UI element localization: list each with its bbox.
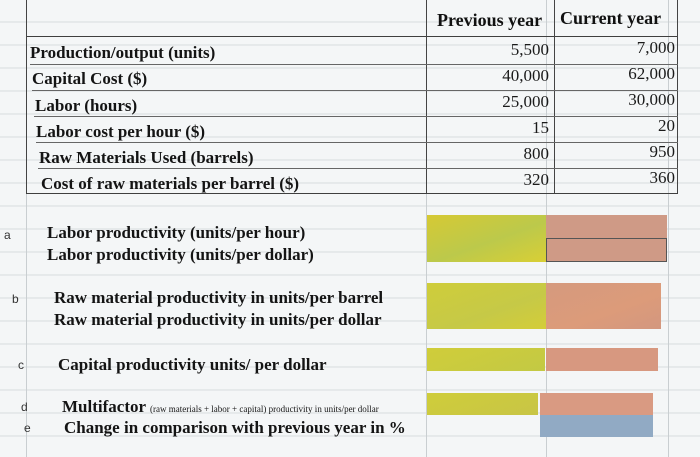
- value-previous-labor-hours[interactable]: 25,000: [502, 92, 549, 111]
- label-labor-productivity-hour: Labor productivity (units/per hour): [47, 223, 306, 242]
- value-previous-raw-cost[interactable]: 320: [523, 170, 550, 189]
- label-production-output: Production/output (units): [30, 43, 216, 62]
- value-current-capital[interactable]: 62,000: [628, 64, 675, 83]
- answer-cell-e-current[interactable]: [540, 415, 653, 437]
- label-labor-hours: Labor (hours): [35, 96, 138, 115]
- row-letter-b: b: [12, 292, 19, 306]
- value-current-production[interactable]: 7,000: [636, 38, 675, 57]
- table-border: [554, 0, 555, 193]
- label-labor-productivity-dollar: Labor productivity (units/per dollar): [47, 245, 314, 264]
- answer-cell-b-previous[interactable]: [427, 283, 546, 329]
- label-capital-cost: Capital Cost ($): [32, 69, 148, 88]
- value-previous-raw-materials[interactable]: 800: [523, 144, 550, 163]
- value-current-labor-hours[interactable]: 30,000: [628, 90, 675, 109]
- table-border: [26, 0, 27, 193]
- answer-cell-d-previous[interactable]: [427, 393, 538, 415]
- answer-cell-a1-current[interactable]: [546, 215, 667, 238]
- value-current-labor-cost[interactable]: 20: [658, 116, 675, 135]
- row-line: [34, 116, 678, 117]
- row-letter-e: e: [24, 421, 31, 435]
- answer-cell-a-previous[interactable]: [427, 215, 546, 262]
- answer-cell-c-previous[interactable]: [427, 348, 545, 371]
- answer-cell-b-current[interactable]: [546, 283, 661, 329]
- table-border: [426, 0, 427, 193]
- answer-cell-a2-current[interactable]: [546, 238, 667, 262]
- value-previous-labor-cost[interactable]: 15: [532, 118, 549, 137]
- row-letter-d: d: [21, 400, 28, 414]
- label-raw-material-cost: Cost of raw materials per barrel ($): [41, 174, 300, 193]
- label-multifactor-note: (raw materials + labor + capital) produc…: [149, 404, 379, 414]
- label-raw-materials-used: Raw Materials Used (barrels): [39, 148, 254, 167]
- label-raw-material-productivity-dollar: Raw material productivity in units/per d…: [54, 310, 382, 329]
- header-previous-year: Previous year: [437, 10, 543, 30]
- value-current-raw-materials[interactable]: 950: [649, 142, 676, 161]
- row-line: [32, 90, 678, 91]
- answer-cell-d-current[interactable]: [540, 393, 653, 415]
- value-previous-capital[interactable]: 40,000: [502, 66, 549, 85]
- grid-line: [26, 0, 27, 457]
- table-border: [677, 0, 678, 193]
- value-current-raw-cost[interactable]: 360: [649, 168, 676, 187]
- table-border: [26, 36, 678, 37]
- row-letter-c: c: [18, 358, 24, 372]
- answer-cell-c-current[interactable]: [546, 348, 658, 371]
- row-letter-a: a: [4, 228, 11, 242]
- row-line: [30, 64, 678, 65]
- row-line: [38, 168, 678, 169]
- row-line: [36, 142, 678, 143]
- header-current-year: Current year: [560, 8, 662, 28]
- label-raw-material-productivity-barrel: Raw material productivity in units/per b…: [54, 288, 384, 307]
- label-labor-cost-per-hour: Labor cost per hour ($): [36, 122, 206, 141]
- label-capital-productivity: Capital productivity units/ per dollar: [58, 355, 327, 374]
- table-border: [26, 193, 678, 194]
- value-previous-production[interactable]: 5,500: [510, 40, 549, 59]
- grid-line: [426, 0, 427, 457]
- grid-line: [668, 0, 669, 457]
- label-multifactor-title: Multifactor: [62, 397, 146, 416]
- label-multifactor: Multifactor (raw materials + labor + cap…: [62, 396, 379, 420]
- label-change-comparison: Change in comparison with previous year …: [64, 418, 406, 437]
